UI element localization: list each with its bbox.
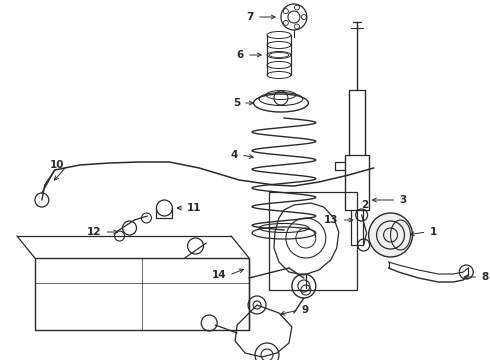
Text: 3: 3 — [399, 195, 407, 205]
Text: 14: 14 — [212, 270, 226, 280]
Text: 8: 8 — [481, 272, 489, 282]
Bar — [269, 192, 357, 290]
Bar — [35, 258, 249, 330]
Text: 13: 13 — [324, 215, 339, 225]
Text: 7: 7 — [246, 12, 254, 22]
Text: 12: 12 — [87, 227, 101, 237]
Text: 11: 11 — [187, 203, 202, 213]
Text: 2: 2 — [361, 200, 368, 210]
Text: 9: 9 — [302, 305, 309, 315]
Text: 4: 4 — [231, 150, 238, 160]
Text: 5: 5 — [233, 98, 240, 108]
Text: 10: 10 — [50, 160, 65, 170]
Text: 6: 6 — [237, 50, 244, 60]
Circle shape — [368, 213, 413, 257]
Text: 1: 1 — [429, 227, 437, 237]
